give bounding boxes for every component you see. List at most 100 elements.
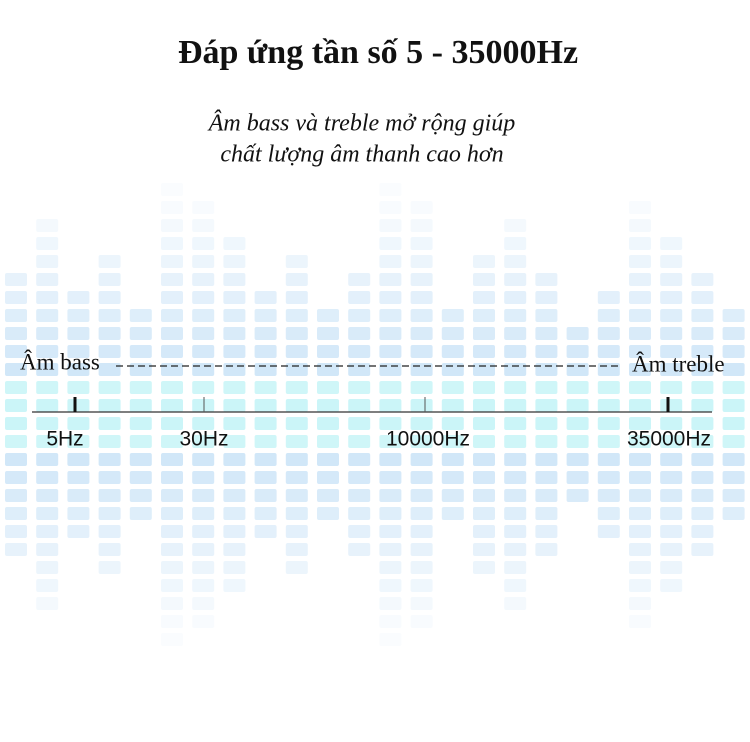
eq-block xyxy=(504,417,527,430)
eq-block xyxy=(597,471,620,484)
eq-block xyxy=(285,327,308,340)
eq-block xyxy=(254,525,277,538)
eq-block xyxy=(285,255,308,268)
eq-block xyxy=(36,381,59,394)
eq-block xyxy=(410,507,433,520)
eq-block xyxy=(410,237,433,250)
eq-block xyxy=(379,183,402,196)
eq-block xyxy=(597,525,620,538)
eq-block xyxy=(379,615,402,628)
eq-block xyxy=(348,291,371,304)
eq-block xyxy=(473,363,495,376)
eq-block xyxy=(98,561,121,574)
eq-block xyxy=(348,417,371,430)
eq-block xyxy=(379,381,402,394)
eq-block xyxy=(192,435,215,448)
eq-block xyxy=(410,345,433,358)
eq-block xyxy=(36,291,59,304)
eq-block xyxy=(5,525,27,538)
eq-block xyxy=(504,471,527,484)
eq-block xyxy=(660,489,683,502)
eq-block xyxy=(597,363,620,376)
eq-block xyxy=(285,309,308,322)
eq-block xyxy=(223,345,246,358)
eq-block xyxy=(722,507,745,520)
eq-block xyxy=(36,219,59,232)
eq-block xyxy=(98,255,121,268)
eq-block xyxy=(722,399,745,412)
eq-block xyxy=(223,489,246,502)
eq-block xyxy=(161,291,183,304)
eq-block xyxy=(691,309,714,322)
eq-block xyxy=(504,489,527,502)
eq-block xyxy=(597,291,620,304)
eq-block xyxy=(67,291,90,304)
eq-block xyxy=(98,417,121,430)
eq-block xyxy=(566,471,589,484)
eq-block xyxy=(285,273,308,286)
eq-block xyxy=(285,561,308,574)
eq-block xyxy=(223,471,246,484)
eq-block xyxy=(348,381,371,394)
eq-block xyxy=(722,453,745,466)
eq-block xyxy=(691,399,714,412)
eq-block xyxy=(379,489,402,502)
eq-block xyxy=(67,489,90,502)
eq-block xyxy=(691,381,714,394)
eq-block xyxy=(629,255,651,268)
eq-block xyxy=(410,309,433,322)
eq-block xyxy=(441,435,464,448)
eq-block xyxy=(441,471,464,484)
eq-block xyxy=(473,489,495,502)
eq-block xyxy=(535,417,558,430)
eq-block xyxy=(629,201,651,214)
eq-block xyxy=(473,399,495,412)
eq-block xyxy=(317,471,339,484)
eq-block xyxy=(379,399,402,412)
eq-block xyxy=(691,345,714,358)
eq-block xyxy=(441,363,464,376)
eq-block xyxy=(348,453,371,466)
eq-block xyxy=(129,417,152,430)
eq-block xyxy=(722,345,745,358)
eq-block xyxy=(317,381,339,394)
eq-block xyxy=(410,273,433,286)
eq-block xyxy=(691,507,714,520)
eq-block xyxy=(348,399,371,412)
eq-block xyxy=(660,525,683,538)
eq-block xyxy=(410,453,433,466)
eq-block xyxy=(36,579,59,592)
eq-block xyxy=(473,561,495,574)
eq-block xyxy=(629,543,651,556)
eq-block xyxy=(192,327,215,340)
eq-block xyxy=(98,345,121,358)
eq-block xyxy=(285,453,308,466)
eq-block xyxy=(192,273,215,286)
eq-block xyxy=(192,345,215,358)
eq-block xyxy=(317,327,339,340)
eq-block xyxy=(254,327,277,340)
eq-block xyxy=(67,363,90,376)
eq-block xyxy=(36,471,59,484)
eq-block xyxy=(98,471,121,484)
eq-block xyxy=(67,525,90,538)
eq-block xyxy=(348,489,371,502)
eq-block xyxy=(254,309,277,322)
eq-block xyxy=(129,345,152,358)
eq-block xyxy=(192,309,215,322)
eq-block xyxy=(161,597,183,610)
eq-block xyxy=(410,615,433,628)
eq-block xyxy=(348,525,371,538)
eq-block xyxy=(317,345,339,358)
eq-block xyxy=(691,417,714,430)
eq-block xyxy=(36,543,59,556)
eq-block xyxy=(5,471,27,484)
eq-block xyxy=(285,291,308,304)
eq-block xyxy=(535,435,558,448)
eq-block xyxy=(192,255,215,268)
eq-block xyxy=(285,345,308,358)
eq-block xyxy=(161,561,183,574)
eq-block xyxy=(379,597,402,610)
eq-block xyxy=(317,417,339,430)
